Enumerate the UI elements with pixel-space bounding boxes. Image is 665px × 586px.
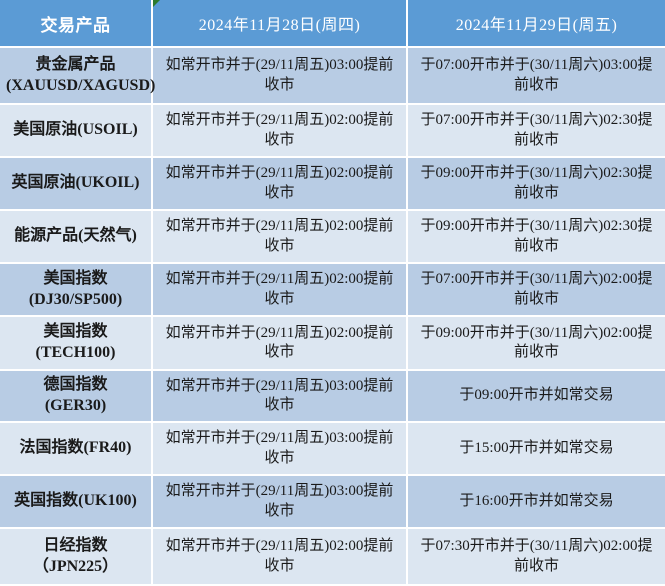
table-body: 贵金属产品 (XAUUSD/XAGUSD) 如常开市并于(29/11周五)03:… (0, 47, 665, 586)
cell-day1-2: 如常开市并于(29/11周五)02:00提前收市 (152, 157, 408, 211)
cell-day2-0: 于07:00开市并于(30/11周六)03:00提前收市 (407, 47, 665, 105)
cell-product-2: 英国原油(UKOIL) (0, 157, 153, 211)
product-name-9: 日经指数（JPN225） (32, 536, 119, 575)
comment-marker-icon (153, 0, 160, 7)
table-row: 日经指数（JPN225） 如常开市并于(29/11周五)02:00提前收市 于0… (0, 528, 665, 586)
header-row: 交易产品 2024年11月28日(周四) 2024年11月29日(周五) (0, 0, 665, 48)
cell-day2-8: 于16:00开市并如常交易 (407, 475, 665, 529)
column-header-day1-label: 2024年11月28日(周四) (198, 17, 361, 34)
product-name-2: 英国原油(UKOIL) (11, 174, 140, 192)
cell-day2-6: 于09:00开市并如常交易 (407, 370, 665, 423)
cell-product-7: 法国指数(FR40) (0, 422, 153, 476)
product-code-6: (GER30) (44, 397, 107, 414)
table-row: 能源产品(天然气) 如常开市并于(29/11周五)02:00提前收市 于09:0… (0, 210, 665, 264)
cell-day1-6: 如常开市并于(29/11周五)03:00提前收市 (152, 370, 408, 423)
table-row: 美国指数 (DJ30/SP500) 如常开市并于(29/11周五)02:00提前… (0, 263, 665, 317)
cell-product-4: 美国指数 (DJ30/SP500) (0, 263, 153, 317)
cell-product-5: 美国指数 (TECH100) (0, 316, 153, 371)
table-row: 美国指数 (TECH100) 如常开市并于(29/11周五)02:00提前收市 … (0, 316, 665, 371)
product-code-5: (TECH100) (35, 344, 116, 361)
product-name-0: 贵金属产品 (35, 55, 116, 73)
product-name-8: 英国指数(UK100) (14, 492, 137, 510)
column-header-day1: 2024年11月28日(周四) (152, 0, 408, 48)
cell-day2-5: 于09:00开市并于(30/11周六)02:00提前收市 (407, 316, 665, 371)
cell-product-1: 美国原油(USOIL) (0, 104, 153, 158)
column-header-day2: 2024年11月29日(周五) (407, 0, 665, 48)
table-row: 德国指数 (GER30) 如常开市并于(29/11周五)03:00提前收市 于0… (0, 370, 665, 423)
cell-day2-3: 于09:00开市并于(30/11周六)02:30提前收市 (407, 210, 665, 264)
product-name-3: 能源产品(天然气) (14, 227, 137, 245)
cell-product-6: 德国指数 (GER30) (0, 370, 153, 423)
table-row: 法国指数(FR40) 如常开市并于(29/11周五)03:00提前收市 于15:… (0, 422, 665, 476)
cell-day2-4: 于07:00开市并于(30/11周六)02:00提前收市 (407, 263, 665, 317)
cell-day1-3: 如常开市并于(29/11周五)02:00提前收市 (152, 210, 408, 264)
cell-product-0: 贵金属产品 (XAUUSD/XAGUSD) (0, 47, 156, 105)
cell-product-8: 英国指数(UK100) (0, 475, 153, 529)
table-row: 英国指数(UK100) 如常开市并于(29/11周五)03:00提前收市 于16… (0, 475, 665, 529)
table-row: 英国原油(UKOIL) 如常开市并于(29/11周五)02:00提前收市 于09… (0, 157, 665, 211)
cell-day1-4: 如常开市并于(29/11周五)02:00提前收市 (152, 263, 408, 317)
cell-product-9: 日经指数（JPN225） (0, 528, 153, 586)
table-row: 贵金属产品 (XAUUSD/XAGUSD) 如常开市并于(29/11周五)03:… (0, 47, 665, 105)
column-header-product: 交易产品 (0, 0, 153, 48)
cell-day1-9: 如常开市并于(29/11周五)02:00提前收市 (152, 528, 408, 586)
product-name-5: 美国指数 (43, 323, 108, 341)
cell-day2-2: 于09:00开市并于(30/11周六)02:30提前收市 (407, 157, 665, 211)
cell-day1-1: 如常开市并于(29/11周五)02:00提前收市 (152, 104, 408, 158)
cell-day1-0: 如常开市并于(29/11周五)03:00提前收市 (152, 47, 408, 105)
cell-product-3: 能源产品(天然气) (0, 210, 153, 264)
cell-day1-7: 如常开市并于(29/11周五)03:00提前收市 (152, 422, 408, 476)
table-header: 交易产品 2024年11月28日(周四) 2024年11月29日(周五) (0, 0, 665, 48)
table-row: 美国原油(USOIL) 如常开市并于(29/11周五)02:00提前收市 于07… (0, 104, 665, 158)
product-name-6: 德国指数 (43, 376, 108, 394)
cell-day1-8: 如常开市并于(29/11周五)03:00提前收市 (152, 475, 408, 529)
product-code-4: (DJ30/SP500) (28, 290, 123, 308)
cell-day2-7: 于15:00开市并如常交易 (407, 422, 665, 476)
cell-day2-1: 于07:00开市并于(30/11周六)02:30提前收市 (407, 104, 665, 158)
product-code-0: (XAUUSD/XAGUSD) (6, 76, 156, 94)
cell-day2-9: 于07:30开市并于(30/11周六)02:00提前收市 (407, 528, 665, 586)
cell-day1-5: 如常开市并于(29/11周五)02:00提前收市 (152, 316, 408, 371)
product-name-4: 美国指数 (43, 269, 108, 287)
product-name-1: 美国原油(USOIL) (13, 121, 138, 139)
product-name-7: 法国指数(FR40) (19, 439, 132, 457)
